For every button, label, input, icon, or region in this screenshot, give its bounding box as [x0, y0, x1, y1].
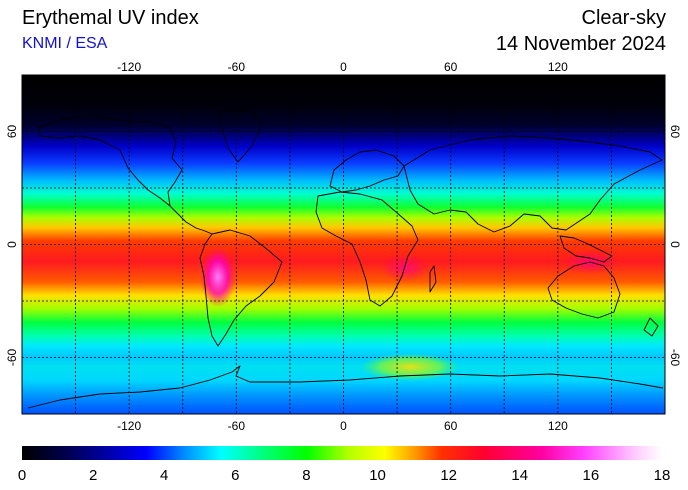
lat-tick-label-right: 60 [668, 125, 682, 139]
coastline-madagascar [429, 265, 437, 293]
date-label: 14 November 2024 [495, 33, 666, 55]
lon-tick-label-top: -120 [117, 60, 141, 74]
lon-tick-label-top: 120 [548, 60, 568, 74]
axis-ticks: -120 -120 -60 -60 0 0 60 60 120 120 60 60 0 0 -60 -60 [5, 60, 682, 433]
colorbar-tick-label: 16 [583, 467, 600, 484]
coastline-antarctica [27, 365, 664, 409]
coastline-australia [547, 261, 621, 319]
lon-tick-label-top: 0 [340, 60, 347, 74]
colorbar-ticks: 0 2 4 6 8 10 12 14 16 18 [18, 467, 671, 484]
lon-tick-label-bottom: -60 [228, 419, 246, 433]
map-frame [21, 74, 666, 415]
data-source: KNMI / ESA [22, 35, 108, 52]
coastlines [27, 109, 664, 409]
coastline-central-america [169, 205, 213, 235]
colorbar-tick-label: 12 [440, 467, 457, 484]
lon-tick-label-top: -60 [228, 60, 246, 74]
lon-tick-label-bottom: 60 [444, 419, 458, 433]
antarctic-high-uv-area [360, 353, 460, 381]
colorbar [22, 446, 662, 460]
lat-tick-label-right: 0 [668, 241, 682, 248]
sky-mode-label: Clear-sky [581, 7, 666, 29]
colorbar-tick-label: 0 [18, 467, 26, 484]
lon-tick-label-bottom: 120 [548, 419, 568, 433]
page-title: Erythemal UV index [22, 7, 199, 29]
lat-tick-label-left: 0 [5, 241, 19, 248]
colorbar-tick-label: 10 [369, 467, 386, 484]
coastline-africa [315, 191, 419, 307]
coastline-new-zealand [643, 317, 659, 337]
lat-tick-label-left: -60 [5, 349, 19, 367]
lat-tick-label-left: 60 [5, 125, 19, 139]
coastline-maritime-southeast-asia [559, 235, 613, 263]
coastline-greenland [219, 109, 263, 163]
coastline-north-america [37, 115, 183, 207]
colorbar-tick-label: 6 [231, 467, 239, 484]
coastline-south-america [199, 229, 283, 347]
colorbar-tick-label: 14 [511, 467, 528, 484]
coastline-asia [403, 135, 663, 233]
lon-tick-label-bottom: -120 [117, 419, 141, 433]
southern-africa-high-uv-area [380, 254, 430, 282]
colorbar-tick-label: 18 [654, 467, 671, 484]
lon-tick-label-top: 60 [444, 60, 458, 74]
graticule [22, 75, 665, 414]
andes-high-uv-area [200, 247, 236, 307]
lat-tick-label-right: -60 [668, 349, 682, 367]
lon-tick-label-bottom: 0 [340, 419, 347, 433]
colorbar-tick-label: 2 [89, 467, 97, 484]
colorbar-tick-label: 4 [160, 467, 168, 484]
colorbar-tick-label: 8 [302, 467, 310, 484]
